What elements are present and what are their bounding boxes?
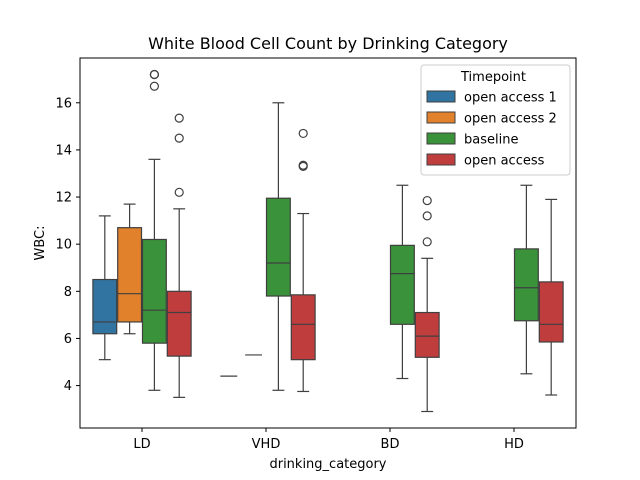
iqr-box xyxy=(265,197,291,297)
x-tick-label-vhd: VHD xyxy=(252,437,281,452)
plot-frame xyxy=(79,57,577,429)
outlier-point xyxy=(298,160,308,170)
box-baseline-ld xyxy=(141,69,167,391)
box-open-access-2-ld xyxy=(117,203,143,335)
iqr-box xyxy=(290,294,316,361)
y-tick-label: 16 xyxy=(55,96,72,111)
y-tick-label: 14 xyxy=(55,143,72,158)
iqr-box xyxy=(389,244,415,325)
legend-swatch xyxy=(426,153,456,166)
legend-entry-label: open access 2 xyxy=(464,112,557,127)
y-tick-label: 10 xyxy=(55,238,72,253)
iqr-box xyxy=(166,290,192,357)
x-tick-label-hd: HD xyxy=(504,437,524,452)
box-baseline-bd xyxy=(389,184,415,380)
iqr-box xyxy=(141,238,167,344)
box-open-access-ld xyxy=(166,113,192,398)
legend-entry-label: open access 1 xyxy=(464,91,557,106)
legend-swatch xyxy=(426,90,456,103)
chart-title: White Blood Cell Count by Drinking Categ… xyxy=(148,34,508,53)
box-open-access-hd xyxy=(538,198,564,396)
outlier-point xyxy=(422,237,432,247)
outlier-point xyxy=(149,69,159,80)
legend: Timepoint open access 1 open access 2 basel… xyxy=(420,64,571,176)
y-axis-label: WBC: xyxy=(33,225,48,260)
iqr-box xyxy=(117,227,143,323)
box-open-access-vhd xyxy=(290,128,316,393)
outlier-point xyxy=(298,128,308,139)
iqr-box xyxy=(414,311,440,358)
iqr-box xyxy=(538,281,564,343)
y-tick-label: 12 xyxy=(55,191,72,206)
outlier-point xyxy=(174,113,184,123)
outlier-point xyxy=(174,187,184,197)
legend-entry-label: open access xyxy=(464,154,545,169)
legend-swatch xyxy=(426,132,456,145)
y-tick-label: 8 xyxy=(64,285,72,300)
box-baseline-vhd xyxy=(265,102,291,391)
outlier-point xyxy=(422,195,432,206)
legend-swatch xyxy=(426,111,456,124)
iqr-box xyxy=(92,278,118,335)
outlier-point xyxy=(149,81,159,91)
legend-frame xyxy=(420,64,571,176)
x-tick-label-bd: BD xyxy=(381,437,400,452)
x-axis-label: drinking_category xyxy=(269,457,386,472)
box-baseline-hd xyxy=(513,184,539,375)
iqr-box xyxy=(513,248,539,322)
outlier-point xyxy=(174,133,184,143)
outlier-point xyxy=(422,211,432,221)
x-tick-label-ld: LD xyxy=(133,437,150,452)
axes: 4 6 8 10 12 14 16 LD VHD BD HD xyxy=(55,96,523,452)
plot-area xyxy=(92,69,564,413)
box-open-access-1-ld xyxy=(92,215,118,361)
y-tick-label: 6 xyxy=(64,332,72,347)
box-open-access-bd xyxy=(414,195,440,413)
y-tick-label: 4 xyxy=(64,379,72,394)
legend-title: Timepoint xyxy=(460,70,526,85)
legend-entry-label: baseline xyxy=(464,133,518,148)
